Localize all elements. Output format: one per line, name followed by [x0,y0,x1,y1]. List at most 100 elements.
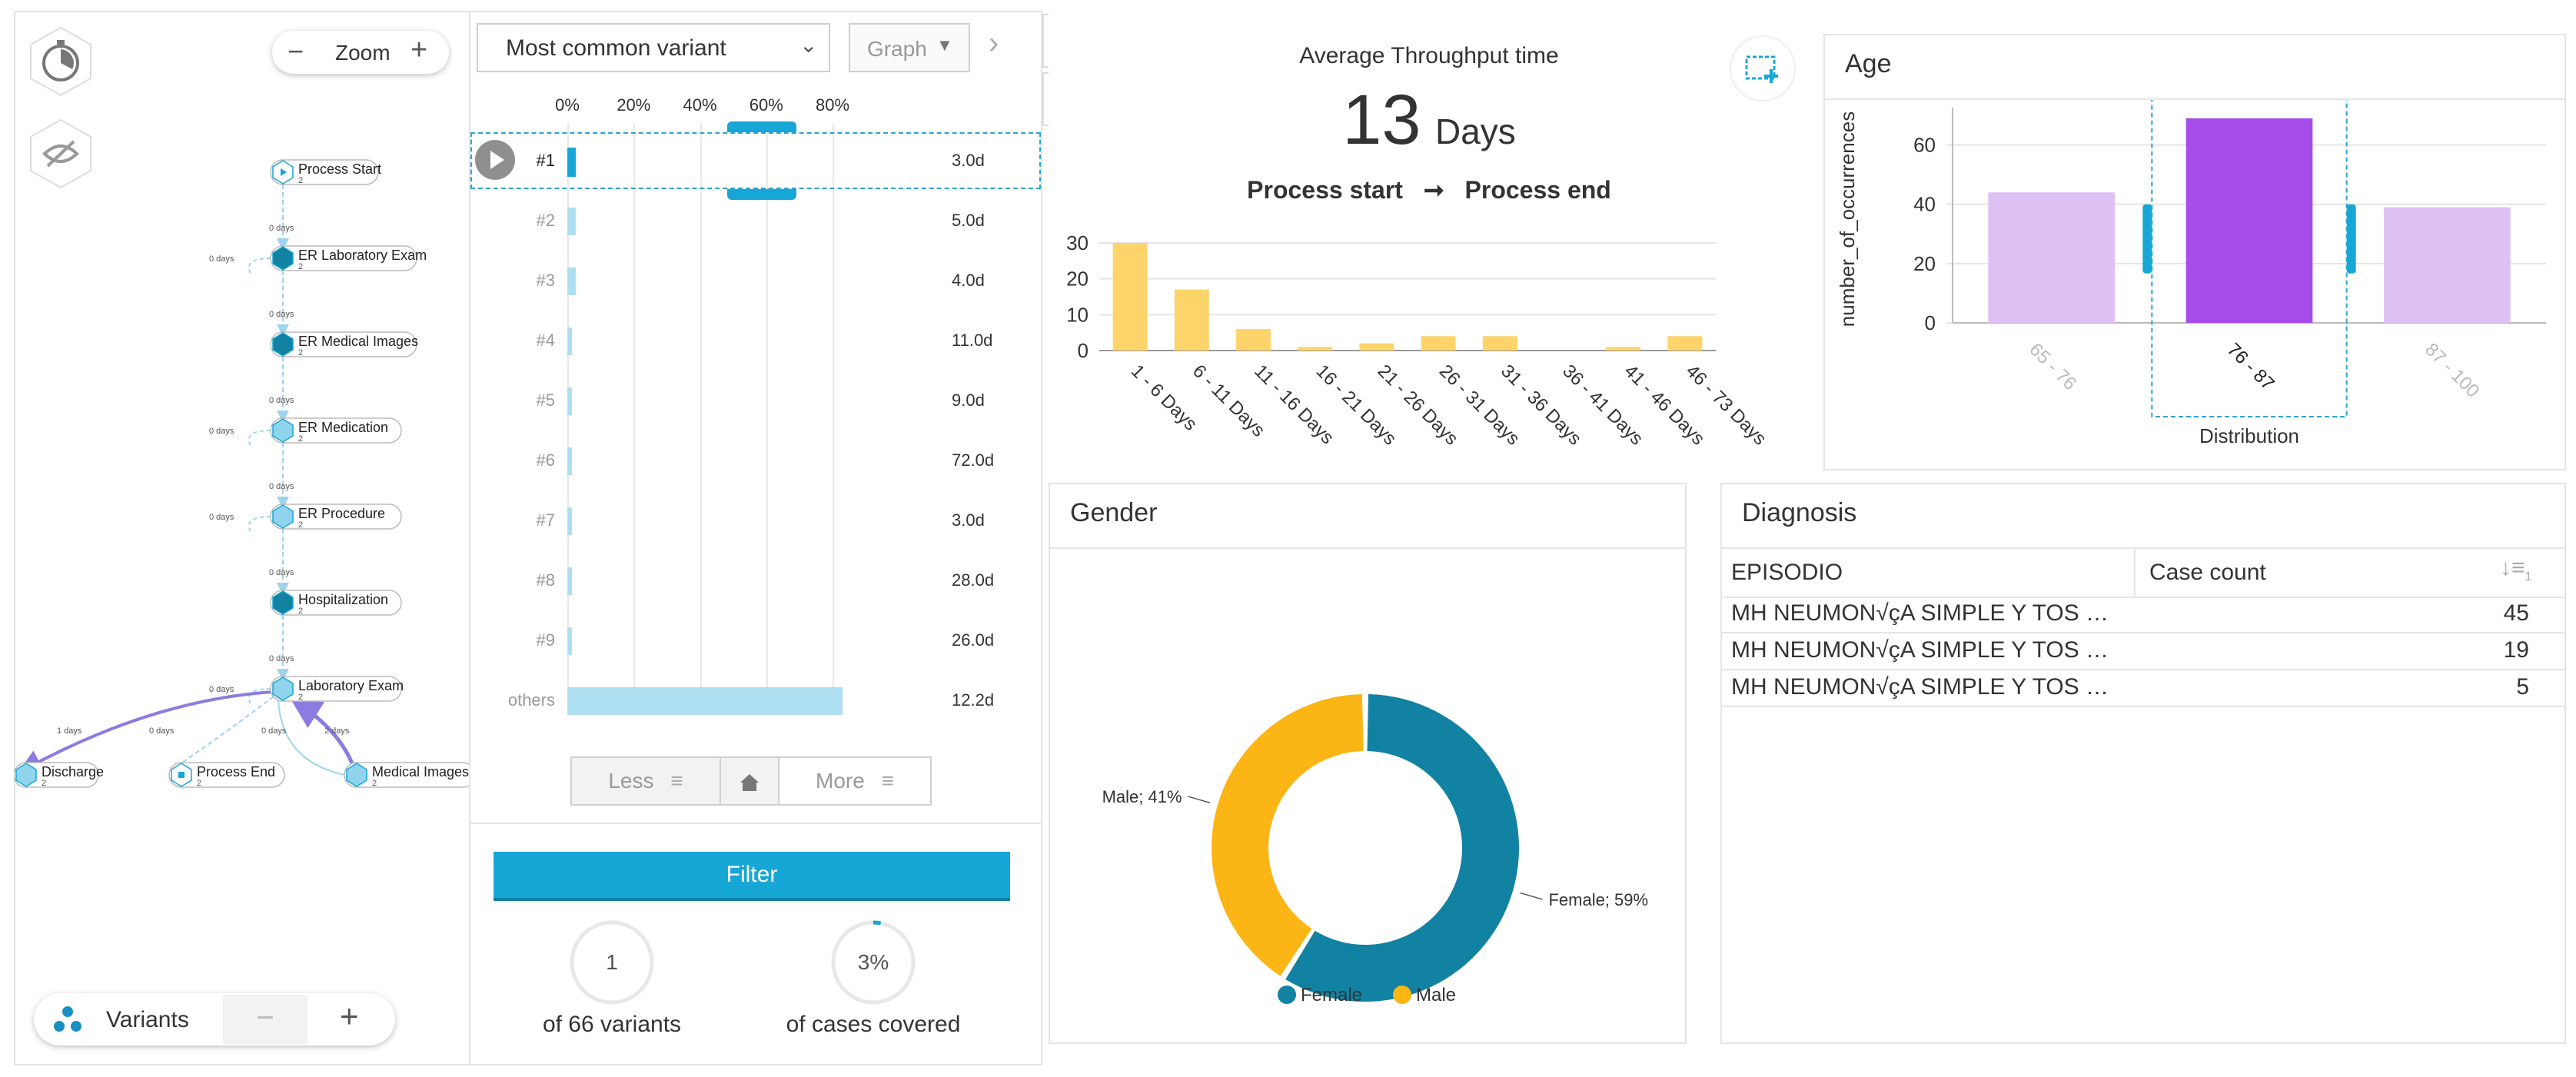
node-hex-icon [15,763,37,787]
home-icon [740,773,759,791]
y-tick-label: 30 [1066,231,1089,254]
bar[interactable] [2185,118,2313,323]
variant-bar [567,507,573,535]
node-box [270,417,402,444]
variant-count: 1 [606,950,618,974]
bar[interactable] [1359,343,1394,351]
variant-label: #5 [536,391,555,410]
node-count: 2 [298,693,303,702]
process-graph: 0 days 0 days 0 days 0 days 0 days 0 days 0 da… [14,159,469,788]
row-episodio: MH NEUMON√çA SIMPLE Y TOS … [1731,637,2109,663]
node-count: 2 [197,779,201,788]
bar[interactable] [1667,336,1703,351]
variant-bar [567,687,843,715]
y-tick-label: 40 [1913,193,1936,216]
home-button[interactable] [720,756,779,806]
axis-tick: 40% [683,95,717,115]
node-label: ER Laboratory Exam [298,248,427,263]
play-icon [281,168,287,176]
variant-dropdown[interactable]: Most common variant ⌄ [477,23,830,72]
variants-minus-button[interactable]: − [223,995,307,1044]
table-header: EPISODIO Case count ↓≡1 [1722,547,2564,598]
bar[interactable] [1421,336,1456,351]
x-tick-label: 87 - 100 [2421,339,2483,401]
variant-duration: 11.0d [952,331,993,350]
node-hex-icon [272,504,294,529]
node-box [168,762,285,788]
x-tick-label: 1 - 6 Days [1127,361,1201,434]
hide-icon[interactable] [28,117,94,191]
less-button[interactable]: Less ≡ [570,756,721,806]
bar[interactable] [1112,243,1148,351]
variant-count-ring [570,920,654,1005]
bar[interactable] [1174,289,1209,351]
variant-chart: 0% 20% 40% 60% 80% #1 3.0d #2 5.0d #3 4.0d #4 11.0d #… [469,92,1042,738]
variants-plus-button[interactable]: + [340,998,359,1034]
bar[interactable] [2383,207,2511,323]
table-row[interactable]: MH NEUMON√çA SIMPLE Y TOS … 45 [1722,595,2564,633]
selected-variant-box [470,132,1041,189]
play-icon[interactable] [474,138,517,181]
age-chart: 0 20 40 60 number_of_occurrences 65 - 76 76 - … [1836,100,2546,447]
slice-label: Female; 59% [1548,890,1648,909]
sort-desc-icon[interactable]: ↓≡1 [2500,555,2532,583]
variant-duration: 5.0d [952,211,985,230]
table-row[interactable]: MH NEUMON√çA SIMPLE Y TOS … 19 [1722,632,2564,670]
node-label: Laboratory Exam [298,678,404,693]
selection-handle-right[interactable] [2346,204,2356,274]
age-title: Age [1845,49,1892,78]
bar[interactable] [1606,347,1641,351]
node-count: 2 [42,779,46,788]
variant-label: others [507,690,555,710]
bar[interactable] [1236,329,1271,351]
view-dropdown[interactable]: Graph ▼ [849,23,970,72]
less-label: Less [608,769,654,793]
timer-icon[interactable] [28,25,94,98]
selection-handle-left[interactable] [2142,204,2152,274]
variant-bar [567,327,573,355]
pie-slice[interactable] [1212,694,1364,976]
process-map-panel [14,11,469,1065]
bar[interactable] [1298,347,1333,351]
more-button[interactable]: More ≡ [778,756,932,806]
table-row[interactable]: MH NEUMON√çA SIMPLE Y TOS … 5 [1722,669,2564,707]
selection-handle-top[interactable] [727,121,796,132]
bar[interactable] [1482,336,1517,351]
node-hex-icon [272,332,294,357]
legend-label[interactable]: Male [1416,985,1456,1006]
legend-label[interactable]: Female [1301,985,1362,1006]
node-box [270,504,402,530]
node-label: Discharge [42,764,104,779]
add-selection-button[interactable] [1728,34,1797,103]
zoom-control: − Zoom + [272,31,449,74]
variant-duration: 28.0d [952,570,995,590]
chevron-right-icon[interactable]: › [989,26,999,60]
edge-label: 0 days [209,427,234,436]
view-dropdown-value: Graph [867,37,927,61]
zoom-in-button[interactable]: + [410,34,428,66]
filter-label: Filter [726,862,778,887]
column-header-episodio[interactable]: EPISODIO [1731,560,1843,585]
filter-button[interactable]: Filter [494,852,1010,901]
x-tick-label: 65 - 76 [2025,339,2080,394]
variant-duration: 3.0d [952,151,985,170]
pie-slice[interactable] [1285,694,1519,1002]
variant-label: #4 [536,331,555,350]
axis-tick: 0% [555,95,580,115]
bar[interactable] [1988,192,2116,323]
zoom-out-button[interactable]: − [288,35,304,67]
column-header-case-count[interactable]: Case count [2149,560,2266,585]
selection-handle-bottom[interactable] [727,189,796,200]
node-hex-icon [272,418,294,443]
node-hex-icon [272,590,294,615]
